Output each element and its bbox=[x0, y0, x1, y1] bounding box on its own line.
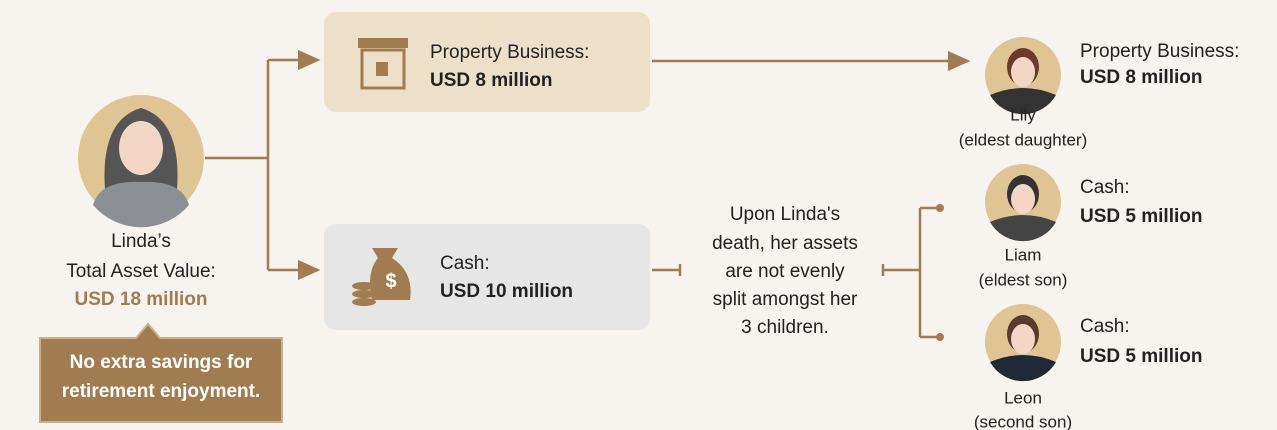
heir-name: Liam bbox=[1005, 245, 1042, 264]
heir-relation: (eldest daughter) bbox=[959, 130, 1088, 149]
connector bbox=[205, 60, 270, 270]
heir-name: Leon bbox=[1004, 388, 1042, 407]
shop-icon bbox=[358, 38, 408, 90]
owner-text: Linda’s bbox=[111, 231, 171, 252]
avatar-face bbox=[1011, 324, 1035, 354]
connector bbox=[652, 264, 682, 276]
heir-label: Cash: bbox=[1080, 177, 1130, 198]
money-icon: $ bbox=[352, 248, 411, 306]
note-text: Upon Linda's bbox=[730, 204, 840, 225]
asset-label: Cash: bbox=[440, 253, 490, 274]
avatar-face bbox=[1011, 57, 1035, 87]
note-text: death, her assets bbox=[712, 233, 858, 254]
callout-text: retirement enjoyment. bbox=[62, 381, 261, 402]
heir-value: USD 5 million bbox=[1080, 206, 1202, 227]
owner-total: USD 18 million bbox=[74, 289, 207, 310]
avatar-body bbox=[990, 355, 1056, 382]
avatar-body bbox=[990, 215, 1056, 242]
avatar-body bbox=[990, 88, 1056, 115]
callout-text: No extra savings for bbox=[70, 352, 253, 373]
asset-value: USD 10 million bbox=[440, 281, 573, 302]
heir-relation: (eldest son) bbox=[979, 270, 1068, 289]
asset-label: Property Business: bbox=[430, 42, 589, 63]
dot bbox=[936, 333, 944, 341]
callout: No extra savings for retirement enjoymen… bbox=[39, 322, 283, 423]
note-text: split amongst her bbox=[713, 289, 858, 310]
bracket bbox=[881, 206, 940, 339]
heir-relation: (second son) bbox=[974, 412, 1072, 430]
owner-text: Total Asset Value: bbox=[66, 261, 216, 282]
dot bbox=[936, 204, 944, 212]
heir-value: USD 8 million bbox=[1080, 67, 1202, 88]
heir-label: Cash: bbox=[1080, 316, 1130, 337]
asset-box bbox=[324, 224, 650, 330]
svg-text:$: $ bbox=[385, 270, 396, 292]
note-text: are not evenly bbox=[725, 261, 845, 282]
note-text: 3 children. bbox=[741, 317, 829, 338]
avatar-linda bbox=[78, 95, 204, 228]
asset-value: USD 8 million bbox=[430, 70, 552, 91]
heir-label: Property Business: bbox=[1080, 41, 1239, 62]
avatar-face bbox=[1011, 184, 1035, 214]
heir-name: Lily bbox=[1010, 105, 1036, 124]
heir-value: USD 5 million bbox=[1080, 346, 1202, 367]
